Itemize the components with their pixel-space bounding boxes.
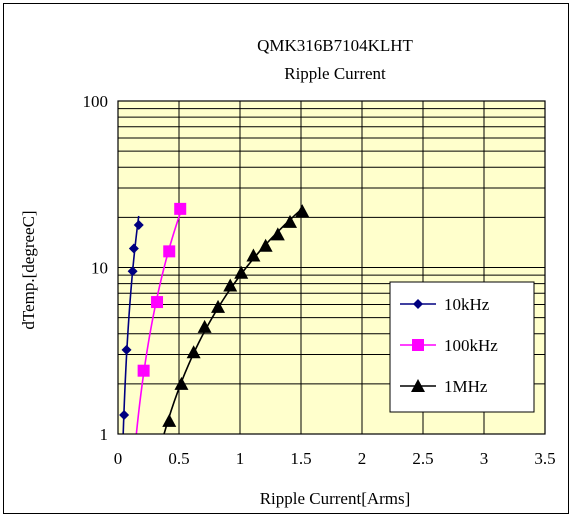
data-point — [133, 219, 144, 230]
legend-marker — [411, 379, 425, 392]
chart-subtitle: Ripple Current — [284, 64, 386, 83]
x-tick-label: 0 — [114, 449, 123, 468]
data-point — [295, 204, 310, 218]
data-series — [119, 202, 310, 435]
series-100kHz — [135, 202, 187, 435]
x-tick-label: 2.5 — [412, 449, 433, 468]
chart-frame: QMK316B7104KLHT Ripple Current Ripple Cu… — [3, 3, 569, 514]
plot-border — [117, 100, 546, 435]
x-tick-label: 3.5 — [534, 449, 555, 468]
tick-labels: 0 0.5 1 1.5 2 2.5 3 3.5 1 10 100 — [83, 92, 556, 468]
legend-marker — [413, 299, 423, 309]
legend-marker — [412, 339, 424, 351]
data-point — [174, 202, 187, 215]
data-point — [270, 227, 285, 241]
y-tick-label: 100 — [83, 92, 109, 111]
x-tick-label: 0.5 — [168, 449, 189, 468]
data-point — [128, 243, 139, 254]
data-point — [211, 299, 226, 313]
data-point — [186, 345, 201, 359]
data-point — [234, 265, 249, 279]
x-tick-label: 3 — [480, 449, 489, 468]
data-point — [127, 266, 138, 277]
data-point — [137, 364, 150, 377]
data-point — [174, 376, 189, 390]
data-point — [283, 214, 298, 228]
y-tick-label: 10 — [91, 259, 108, 278]
x-tick-label: 2 — [358, 449, 367, 468]
data-point — [246, 248, 261, 262]
x-axis-label: Ripple Current[Arms] — [260, 489, 411, 508]
legend-label: 1MHz — [444, 377, 488, 396]
x-tick-label: 1.5 — [290, 449, 311, 468]
data-point — [119, 410, 130, 421]
y-axis-label: dTemp.[degreeC] — [19, 210, 38, 329]
data-point — [163, 245, 176, 258]
data-point — [197, 319, 212, 333]
y-tick-label: 1 — [100, 425, 109, 444]
data-point — [223, 278, 238, 292]
series-1MHz — [162, 204, 310, 435]
series-10kHz — [119, 215, 144, 435]
legend-label: 100kHz — [444, 336, 498, 355]
data-point — [162, 413, 177, 427]
data-point — [258, 238, 273, 252]
x-tick-label: 1 — [236, 449, 245, 468]
data-point — [151, 296, 164, 309]
chart-svg: QMK316B7104KLHT Ripple Current Ripple Cu… — [19, 36, 556, 508]
legend: 10kHz 100kHz 1MHz — [389, 281, 535, 413]
series-line — [122, 215, 140, 435]
chart-title: QMK316B7104KLHT — [257, 36, 413, 55]
legend-label: 10kHz — [444, 295, 490, 314]
data-point — [121, 344, 132, 355]
